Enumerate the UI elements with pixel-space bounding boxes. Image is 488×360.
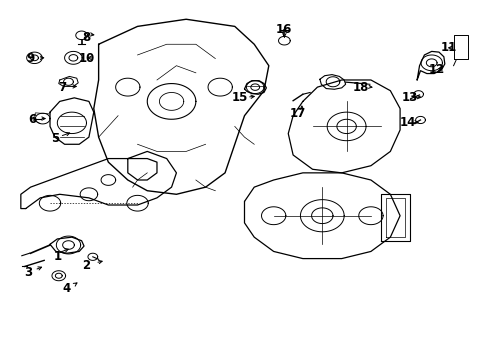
Text: 8: 8 [82, 31, 90, 44]
Text: 15: 15 [231, 91, 247, 104]
Text: 18: 18 [352, 81, 368, 94]
Text: 2: 2 [82, 259, 90, 272]
Text: 11: 11 [440, 41, 456, 54]
Text: 16: 16 [275, 23, 291, 36]
Text: 4: 4 [63, 283, 71, 296]
Text: 12: 12 [427, 63, 444, 76]
Text: 7: 7 [58, 81, 66, 94]
Text: 10: 10 [78, 52, 94, 65]
Text: 9: 9 [26, 52, 35, 65]
Text: 17: 17 [289, 107, 305, 120]
Text: 13: 13 [401, 91, 417, 104]
Text: 1: 1 [53, 250, 61, 263]
Text: 5: 5 [51, 132, 59, 145]
Text: 3: 3 [24, 266, 32, 279]
Text: 6: 6 [28, 113, 36, 126]
Text: 14: 14 [398, 116, 415, 129]
